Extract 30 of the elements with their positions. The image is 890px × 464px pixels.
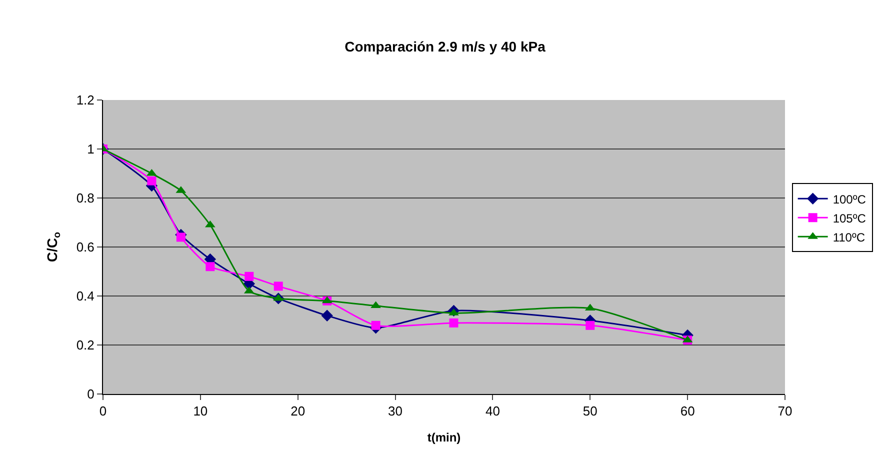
y-tick-label: 1.2 (76, 92, 94, 108)
point (206, 262, 215, 272)
x-tick-label: 40 (485, 404, 500, 419)
y-tick-label: 0.4 (76, 288, 94, 304)
legend-label: 105ºC (832, 211, 866, 226)
x-tick-label: 50 (582, 404, 598, 419)
y-tick-label: 0.8 (76, 190, 94, 206)
point (147, 176, 156, 186)
chart-title: Comparación 2.9 m/s y 40 kPa (344, 38, 546, 55)
x-tick-label: 10 (193, 404, 208, 419)
point (449, 318, 458, 328)
y-tick-label: 0.6 (76, 240, 94, 255)
y-tick-label: 1 (87, 142, 94, 157)
legend-label: 100ºC (832, 192, 866, 206)
point (274, 282, 283, 291)
point (244, 272, 254, 281)
x-tick-label: 20 (290, 404, 306, 419)
point (370, 301, 381, 308)
x-tick-label: 60 (680, 404, 695, 419)
y-tick-label: 0.2 (76, 338, 94, 353)
point (176, 232, 186, 242)
legend-label: 110ºC (832, 230, 866, 244)
point (371, 320, 380, 330)
y-tick-label: 0 (87, 386, 94, 402)
x-tick-label: 30 (388, 404, 403, 419)
x-tick-label: 70 (778, 404, 792, 419)
x-axis-title: t(min) (427, 430, 461, 444)
x-tick-label: 0 (99, 404, 107, 419)
point (586, 320, 595, 330)
point (321, 310, 333, 322)
